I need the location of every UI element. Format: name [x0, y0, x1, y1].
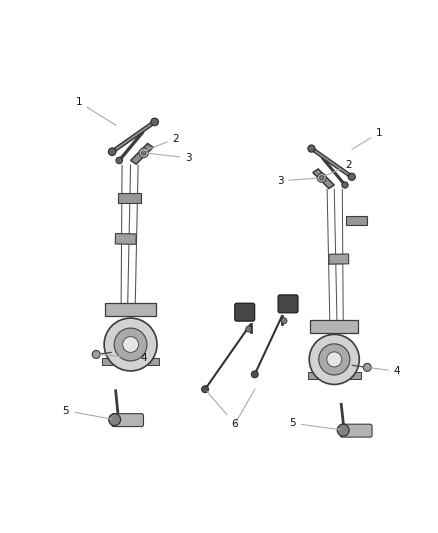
Bar	[115, 233, 136, 244]
Circle shape	[114, 328, 147, 361]
Circle shape	[123, 336, 138, 352]
Text: 3: 3	[277, 176, 319, 186]
FancyBboxPatch shape	[278, 295, 298, 313]
Bar	[307, 372, 318, 379]
Text: 5: 5	[289, 418, 340, 430]
Circle shape	[342, 182, 348, 188]
Circle shape	[319, 344, 350, 375]
Circle shape	[363, 364, 371, 372]
Circle shape	[281, 318, 287, 324]
FancyBboxPatch shape	[235, 303, 254, 321]
Circle shape	[251, 371, 258, 378]
Circle shape	[109, 414, 120, 425]
FancyBboxPatch shape	[340, 424, 372, 437]
Circle shape	[141, 150, 146, 155]
Circle shape	[309, 334, 359, 384]
Circle shape	[327, 352, 342, 367]
Text: 4: 4	[99, 353, 147, 364]
Text: 3: 3	[147, 153, 192, 163]
Text: 6: 6	[207, 391, 238, 429]
Bar	[147, 358, 159, 365]
Circle shape	[108, 148, 116, 156]
Text: 5: 5	[63, 406, 112, 419]
Circle shape	[308, 145, 315, 152]
Bar	[102, 358, 114, 365]
Circle shape	[116, 157, 123, 164]
Circle shape	[151, 118, 159, 126]
Circle shape	[317, 173, 326, 182]
Bar	[118, 193, 141, 203]
Circle shape	[139, 148, 148, 158]
Text: 2: 2	[325, 160, 352, 176]
FancyBboxPatch shape	[112, 414, 144, 426]
Bar	[106, 303, 155, 316]
Circle shape	[201, 386, 208, 393]
Circle shape	[104, 318, 157, 371]
Polygon shape	[131, 143, 153, 164]
Polygon shape	[313, 169, 334, 189]
Bar	[350, 372, 361, 379]
Text: 4: 4	[370, 366, 400, 376]
Text: 1: 1	[75, 97, 116, 125]
Circle shape	[319, 176, 324, 180]
Bar	[346, 216, 367, 225]
Circle shape	[348, 173, 355, 180]
Circle shape	[337, 424, 349, 436]
Bar	[329, 254, 349, 264]
Circle shape	[92, 351, 100, 358]
Circle shape	[246, 326, 252, 332]
Text: 2: 2	[143, 134, 179, 151]
Text: 1: 1	[352, 128, 382, 149]
Bar	[311, 320, 358, 333]
